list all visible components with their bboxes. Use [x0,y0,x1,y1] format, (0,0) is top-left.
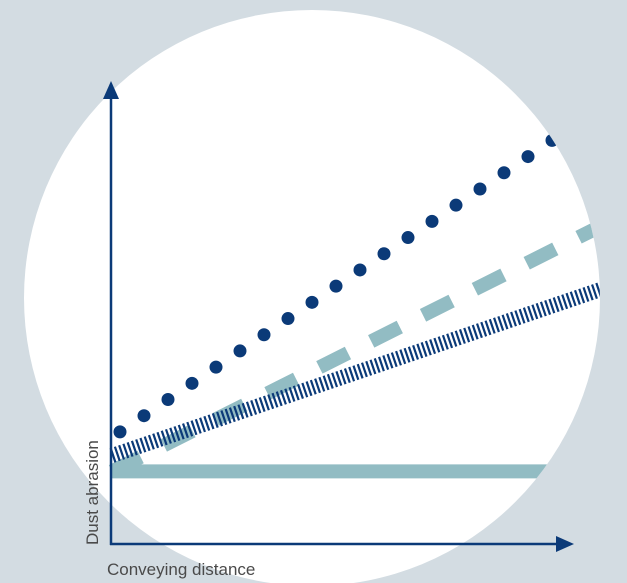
series-dotted-point [545,133,559,147]
series-dotted-point [281,312,295,326]
series-hatched-stroke [109,282,600,463]
series-dotted-point [209,360,223,374]
series-dotted-line [113,101,600,439]
series-dotted-point [137,409,151,423]
series-dotted-point [257,328,271,342]
series-dotted-point [353,263,367,277]
series-hatched-line [109,282,600,463]
series-dotted-point [569,117,583,131]
series-dotted-point [401,231,415,245]
y-axis-arrow-icon [103,81,119,99]
y-axis-label: Dust abrasion [83,440,102,545]
series-dotted-point [377,247,391,261]
series-dotted-point [521,150,535,164]
axes [103,81,574,552]
series-dotted-point [233,344,247,358]
series-dotted-point [425,214,439,228]
series-dotted-point [473,182,487,196]
series-layer [108,101,600,479]
series-dotted-point [185,376,199,390]
series-dotted-point [113,425,127,439]
x-axis-label: Conveying distance [107,560,255,579]
series-dotted-point [593,101,600,115]
series-dotted-point [497,166,511,180]
series-dotted-point [449,198,463,212]
x-axis-arrow-icon [556,536,574,552]
series-dotted-point [329,279,343,293]
series-dotted-point [161,393,175,407]
series-dotted-point [305,295,319,309]
